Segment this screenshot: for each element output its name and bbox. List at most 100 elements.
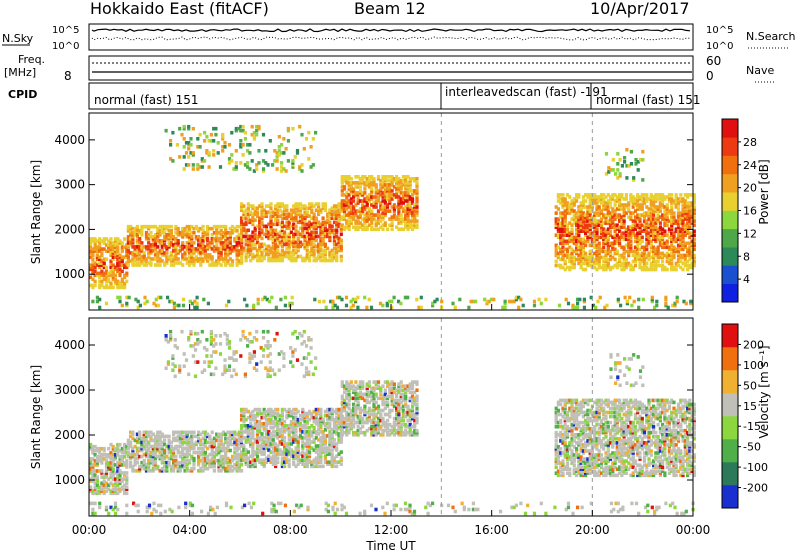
power-gate-cell bbox=[620, 267, 624, 272]
power-gate-cell bbox=[376, 217, 381, 221]
power-gate-cell bbox=[559, 263, 563, 268]
power-gate-cell bbox=[631, 259, 635, 264]
power-gate-cell bbox=[163, 235, 167, 239]
power-gate-cell bbox=[246, 248, 250, 253]
power-gate-cell bbox=[559, 251, 563, 256]
velocity-gate-cell bbox=[192, 456, 196, 461]
power-gate-cell bbox=[658, 235, 662, 240]
power-gate-cell bbox=[563, 229, 567, 233]
power-gate-cell bbox=[267, 252, 271, 257]
power-gate-cell bbox=[593, 217, 597, 221]
power-gate-cell bbox=[637, 305, 641, 310]
power-gate-cell bbox=[690, 207, 694, 211]
power-gate-cell bbox=[572, 241, 576, 246]
power-gate-cell bbox=[337, 212, 341, 216]
velocity-gate-cell bbox=[185, 438, 189, 443]
power-gate-cell bbox=[241, 153, 245, 157]
power-gate-cell bbox=[663, 221, 667, 225]
power-gate-cell bbox=[361, 191, 365, 195]
power-gate-cell bbox=[645, 219, 649, 223]
power-gate-cell bbox=[676, 215, 681, 219]
power-gate-cell bbox=[613, 203, 617, 207]
power-gate-cell bbox=[376, 227, 381, 231]
velocity-gate-cell bbox=[120, 448, 124, 453]
power-gate-cell bbox=[335, 248, 339, 253]
power-gate-cell bbox=[249, 246, 253, 251]
velocity-gate-cell bbox=[147, 454, 151, 459]
power-gate-cell bbox=[374, 201, 378, 205]
power-gate-cell bbox=[584, 267, 588, 272]
velocity-gate-cell bbox=[160, 460, 164, 465]
power-gate-cell bbox=[629, 231, 633, 235]
power-gate-cell bbox=[176, 226, 180, 231]
velocity-gate-cell bbox=[194, 450, 198, 455]
power-gate-cell bbox=[590, 237, 594, 242]
power-gate-cell bbox=[330, 228, 334, 233]
power-gate-cell bbox=[209, 132, 213, 137]
velocity-gate-cell bbox=[271, 438, 275, 442]
velocity-gate-cell bbox=[210, 444, 214, 449]
power-gate-cell bbox=[624, 243, 628, 248]
velocity-gate-cell bbox=[95, 459, 99, 463]
power-gate-cell bbox=[595, 211, 599, 215]
power-gate-cell bbox=[388, 201, 392, 205]
power-gate-cell bbox=[572, 249, 576, 254]
power-gate-cell bbox=[618, 172, 622, 176]
power-gate-cell bbox=[307, 226, 312, 231]
power-gate-cell bbox=[410, 189, 415, 193]
power-gate-cell bbox=[307, 224, 312, 229]
power-gate-cell bbox=[255, 252, 260, 257]
power-gate-cell bbox=[289, 230, 293, 235]
power-gate-cell bbox=[638, 241, 642, 246]
power-gate-cell bbox=[267, 244, 271, 249]
power-gate-cell bbox=[358, 177, 362, 181]
power-gate-cell bbox=[690, 247, 694, 252]
power-gate-cell bbox=[260, 242, 264, 247]
power-gate-cell bbox=[686, 213, 690, 217]
velocity-gate-cell bbox=[169, 448, 173, 453]
velocity-gate-cell bbox=[185, 442, 189, 447]
power-gate-cell bbox=[176, 249, 180, 253]
power-gate-cell bbox=[686, 195, 690, 199]
cpid-panel-frame bbox=[88, 82, 694, 110]
power-gate-cell bbox=[345, 225, 349, 229]
power-gate-cell bbox=[631, 205, 635, 209]
power-gate-cell bbox=[679, 253, 683, 258]
power-gate-cell bbox=[622, 261, 626, 266]
power-gate-cell bbox=[176, 239, 180, 243]
power-gate-cell bbox=[593, 245, 597, 250]
velocity-gate-cell bbox=[149, 444, 153, 449]
power-gate-cell bbox=[278, 254, 282, 259]
power-gate-cell bbox=[374, 187, 378, 191]
power-gate-cell bbox=[640, 253, 644, 258]
power-gate-cell bbox=[577, 225, 581, 229]
velocity-gate-cell bbox=[149, 454, 153, 459]
power-gate-cell bbox=[133, 247, 137, 251]
power-gate-cell bbox=[554, 225, 558, 229]
power-gate-cell bbox=[276, 222, 280, 227]
power-gate-cell bbox=[335, 230, 339, 235]
power-gate-cell bbox=[156, 229, 160, 233]
power-gate-cell bbox=[606, 227, 610, 231]
power-gate-cell bbox=[264, 248, 269, 253]
power-gate-cell bbox=[572, 213, 576, 217]
velocity-gate-cell bbox=[116, 487, 120, 491]
velocity-gate-cell bbox=[95, 491, 99, 496]
power-gate-cell bbox=[593, 193, 597, 197]
power-gate-cell bbox=[683, 241, 687, 246]
power-gate-cell bbox=[143, 295, 147, 300]
velocity-gate-cell bbox=[147, 446, 151, 451]
velocity-gate-cell bbox=[192, 442, 196, 447]
power-gate-cell bbox=[597, 261, 601, 266]
power-gate-cell bbox=[158, 251, 162, 255]
power-gate-cell bbox=[370, 195, 374, 199]
power-gate-cell bbox=[647, 267, 651, 272]
power-gate-cell bbox=[597, 255, 601, 260]
power-gate-cell bbox=[404, 193, 408, 197]
power-gate-cell bbox=[98, 279, 102, 284]
power-ytick-label: 2000 bbox=[54, 222, 85, 236]
power-gate-cell bbox=[278, 230, 282, 235]
power-gate-cell bbox=[328, 210, 332, 214]
power-gate-cell bbox=[390, 193, 394, 197]
power-gate-cell bbox=[690, 253, 694, 258]
